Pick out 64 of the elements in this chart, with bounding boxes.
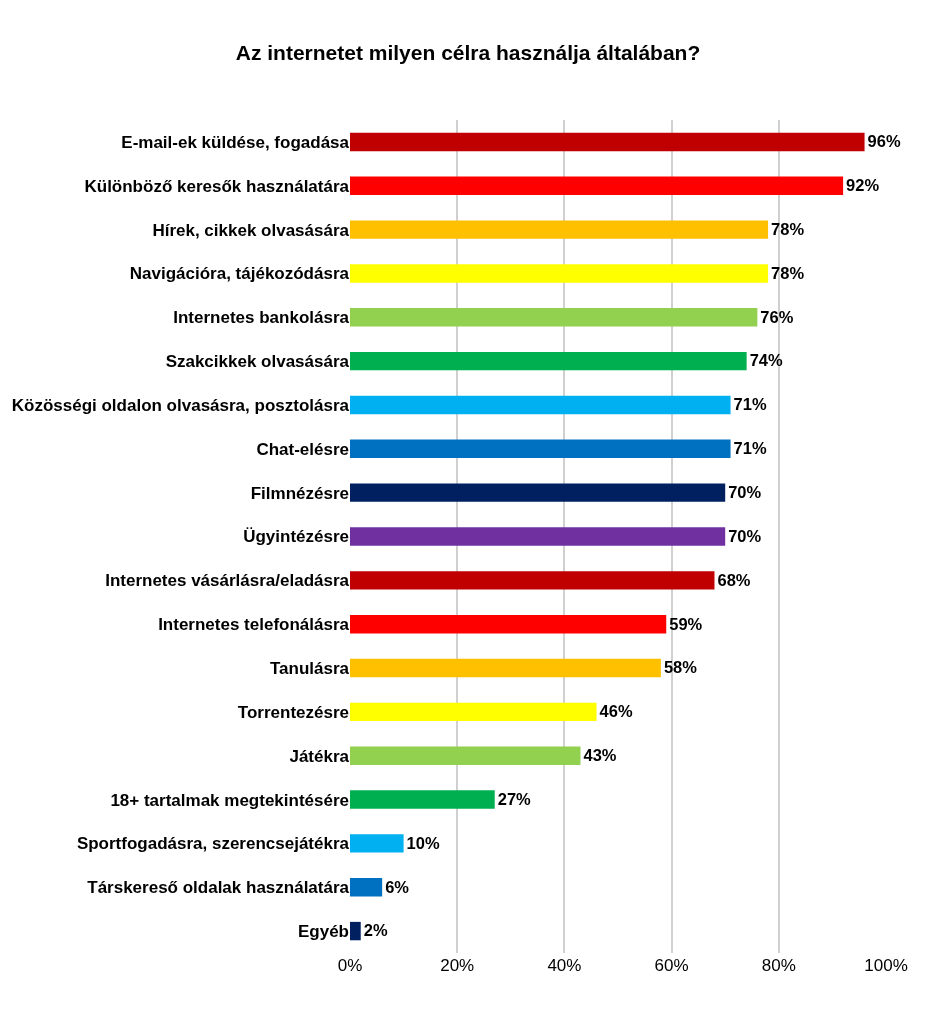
y-tick-label: Chat-elésre (256, 439, 349, 459)
data-label: 46% (599, 702, 633, 721)
y-tick-label: Internetes telefonálásra (158, 615, 350, 635)
y-tick-label: Játékra (289, 746, 350, 766)
y-tick-label: Sportfogadásra, szerencsejátékra (76, 834, 350, 854)
x-tick-label: 60% (654, 956, 689, 975)
data-label: 59% (669, 614, 703, 633)
data-label: 43% (583, 746, 617, 765)
bar (350, 746, 581, 765)
x-tick-label: 20% (440, 956, 475, 975)
y-tick-label: Tanulásra (269, 658, 350, 678)
bar (350, 176, 844, 195)
data-label: 6% (385, 877, 410, 896)
y-tick-label: E-mail-ek küldése, fogadása (121, 132, 350, 152)
y-tick-label: Egyéb (297, 922, 349, 942)
data-label: 27% (497, 789, 532, 808)
y-tick-label: Filmnézésre (250, 483, 349, 503)
y-tick-label: Navigációra, tájékozódásra (129, 264, 350, 284)
data-label: 70% (728, 482, 762, 501)
data-label: 96% (867, 132, 901, 151)
y-tick-label: Szakcikkek olvasására (165, 352, 350, 372)
data-label: 71% (733, 439, 767, 458)
bar (350, 132, 865, 152)
y-tick-label: Internetes vásárlásra/eladásra (105, 571, 350, 591)
y-tick-label: Közösségi oldalon olvasásra, posztolásra (11, 395, 350, 415)
data-label: 70% (728, 526, 762, 545)
bar (350, 790, 495, 809)
x-tick-label: 80% (761, 956, 796, 975)
bar (350, 878, 383, 897)
bar (350, 527, 726, 546)
data-label: 74% (749, 351, 783, 370)
data-label: 71% (733, 395, 767, 414)
bar (350, 264, 769, 283)
x-tick-label: 0% (337, 956, 363, 975)
bar (350, 351, 747, 371)
data-label: 76% (760, 307, 794, 326)
y-tick-label: Társkereső oldalak használatára (87, 878, 350, 898)
bar (350, 921, 361, 941)
y-tick-label: Torrentezésre (237, 702, 349, 722)
data-label: 78% (771, 219, 805, 238)
bar (350, 614, 667, 634)
data-label: 78% (771, 263, 805, 282)
bar (350, 395, 731, 415)
data-label: 58% (663, 658, 698, 677)
x-tick-label: 40% (547, 956, 582, 975)
y-tick-label: Különböző keresők használatára (84, 176, 350, 196)
y-tick-label: Ügyintézésre (243, 527, 349, 547)
bar (350, 658, 661, 678)
y-tick-label: Internetes bankolásra (173, 308, 350, 328)
y-tick-label: 18+ tartalmak megtekintésére (110, 790, 349, 810)
bar (350, 308, 758, 327)
data-label: 92% (846, 176, 880, 195)
bar (350, 439, 731, 459)
bar (350, 834, 404, 853)
bar (350, 483, 726, 502)
bar (350, 702, 597, 722)
x-tick-label: 100% (864, 956, 908, 975)
y-tick-label: Hírek, cikkek olvasására (152, 220, 350, 240)
bar (350, 220, 769, 239)
data-label: 2% (363, 921, 388, 940)
data-label: 10% (406, 833, 440, 852)
chart-title: Az internetet milyen célra használja általában? (235, 41, 701, 65)
bar (350, 571, 715, 590)
data-label: 68% (717, 570, 751, 589)
